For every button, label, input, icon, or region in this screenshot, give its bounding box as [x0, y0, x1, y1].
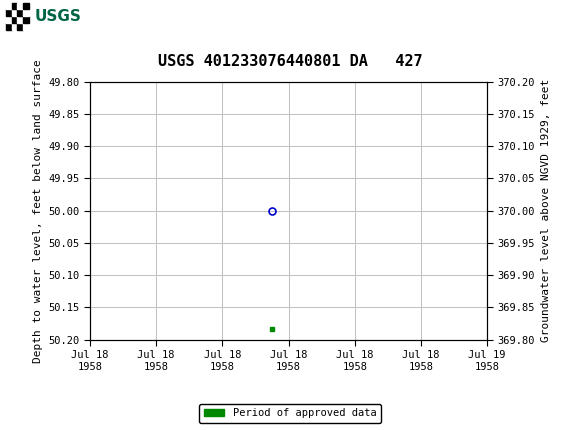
Bar	[6, 16, 12, 23]
Bar	[23, 23, 29, 30]
Bar	[23, 16, 29, 23]
Bar	[12, 9, 17, 16]
Bar	[6, 9, 12, 16]
Y-axis label: Groundwater level above NGVD 1929, feet: Groundwater level above NGVD 1929, feet	[541, 79, 550, 342]
Bar	[17, 9, 23, 16]
Bar	[12, 23, 17, 30]
Bar	[6, 3, 96, 30]
Bar	[6, 23, 12, 30]
Bar	[17, 23, 23, 30]
Text: USGS 401233076440801 DA   427: USGS 401233076440801 DA 427	[158, 54, 422, 69]
Bar	[12, 3, 17, 9]
Bar	[23, 3, 29, 9]
Bar	[23, 9, 29, 16]
Bar	[17, 3, 23, 9]
Bar	[6, 3, 12, 9]
Legend: Period of approved data: Period of approved data	[200, 404, 380, 423]
Bar	[12, 16, 17, 23]
Bar	[17, 16, 23, 23]
Text: USGS: USGS	[35, 9, 82, 24]
Y-axis label: Depth to water level, feet below land surface: Depth to water level, feet below land su…	[32, 59, 43, 362]
